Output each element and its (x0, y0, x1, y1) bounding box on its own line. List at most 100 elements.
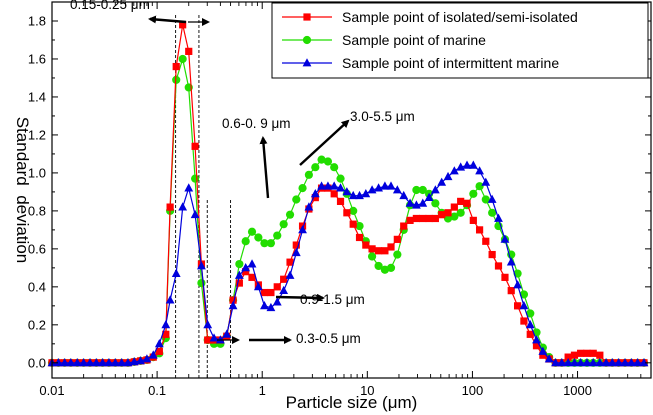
data-point (154, 339, 164, 348)
data-point (570, 358, 579, 367)
data-point (285, 270, 295, 279)
y-axis-title: Standard deviation (13, 117, 32, 264)
data-point (588, 358, 598, 367)
data-point (437, 177, 447, 186)
data-point (601, 358, 611, 367)
data-point (482, 237, 490, 245)
data-point (311, 193, 319, 202)
data-point (285, 210, 295, 219)
data-point (462, 160, 472, 169)
data-point (487, 194, 497, 203)
y-tick-label: 1.2 (28, 127, 46, 142)
data-point (633, 358, 643, 367)
data-point (191, 142, 199, 150)
data-point (161, 320, 171, 329)
data-point (400, 222, 408, 230)
data-point (323, 181, 333, 190)
data-point (171, 268, 181, 277)
data-point (419, 214, 427, 223)
data-point (607, 358, 617, 367)
data-point (348, 190, 358, 200)
data-point (475, 182, 484, 191)
data-point (234, 270, 244, 279)
data-point (273, 231, 282, 240)
data-point (273, 283, 281, 291)
data-point (253, 282, 263, 291)
legend-marker (302, 35, 312, 45)
data-point (374, 261, 383, 271)
legend-label: Sample point of isolated/semi-isolated (342, 9, 578, 25)
annotation-label: 0.6-0. 9 μm (222, 116, 291, 131)
data-point (430, 185, 440, 194)
data-point (392, 185, 402, 194)
data-point (330, 163, 339, 172)
data-point (368, 245, 376, 253)
x-axis-title: Particle size (μm) (286, 393, 418, 412)
data-point (349, 206, 358, 215)
data-point (85, 358, 95, 367)
data-point (266, 302, 276, 312)
data-point (532, 335, 541, 344)
data-point (500, 234, 510, 243)
data-point (576, 358, 586, 367)
data-point (577, 349, 585, 357)
data-point (551, 358, 560, 367)
data-point (155, 347, 163, 356)
data-point (614, 358, 624, 367)
data-point (162, 330, 170, 338)
data-point (393, 235, 401, 243)
data-point (475, 226, 484, 234)
annotation-arrow (148, 15, 187, 24)
data-point (272, 297, 282, 306)
data-point (431, 199, 440, 208)
data-point (298, 225, 307, 234)
data-point (583, 349, 591, 357)
data-point (468, 160, 478, 169)
data-point (204, 336, 212, 344)
data-point (228, 301, 238, 310)
x-tick-label: 1 (259, 383, 266, 398)
data-point (178, 54, 187, 64)
data-point (639, 358, 649, 367)
data-point (386, 263, 396, 272)
series-triangle (47, 160, 649, 367)
data-point (525, 320, 535, 329)
y-tick-label: 0.0 (28, 355, 46, 370)
data-point (172, 62, 180, 71)
data-point (178, 202, 188, 211)
data-point (148, 350, 158, 359)
data-point (431, 214, 439, 223)
data-point (425, 214, 433, 223)
data-point (190, 209, 200, 219)
data-point (399, 190, 409, 200)
data-point (279, 285, 289, 295)
data-point (412, 214, 420, 223)
data-point (291, 247, 301, 257)
data-point (242, 268, 250, 276)
legend: Sample point of isolated/semi-isolated Sa… (271, 2, 649, 79)
data-point (469, 216, 477, 224)
data-point (386, 181, 396, 190)
data-point (367, 252, 377, 261)
data-point (355, 233, 364, 242)
data-point (292, 195, 301, 204)
data-point (197, 261, 206, 270)
data-point (323, 157, 333, 166)
annotation-label: 3.0-5.5 μm (350, 109, 415, 124)
data-point (620, 358, 630, 367)
data-point (311, 163, 320, 172)
x-tick-label: 1000 (563, 383, 592, 398)
data-point (450, 203, 458, 211)
annotations-layer: 0.15-0.25 μm 0.6-0. 9 μm 3.0-5.5 μm 0.9-1.5… (70, 0, 415, 346)
data-point (142, 354, 152, 363)
data-point (336, 183, 345, 192)
data-point (520, 317, 528, 325)
data-point (513, 280, 522, 289)
data-point (481, 195, 490, 204)
y-tick-label: 1.4 (28, 89, 46, 104)
data-point (595, 358, 605, 367)
data-point (449, 166, 459, 175)
data-point (123, 358, 133, 367)
data-point (247, 227, 257, 236)
